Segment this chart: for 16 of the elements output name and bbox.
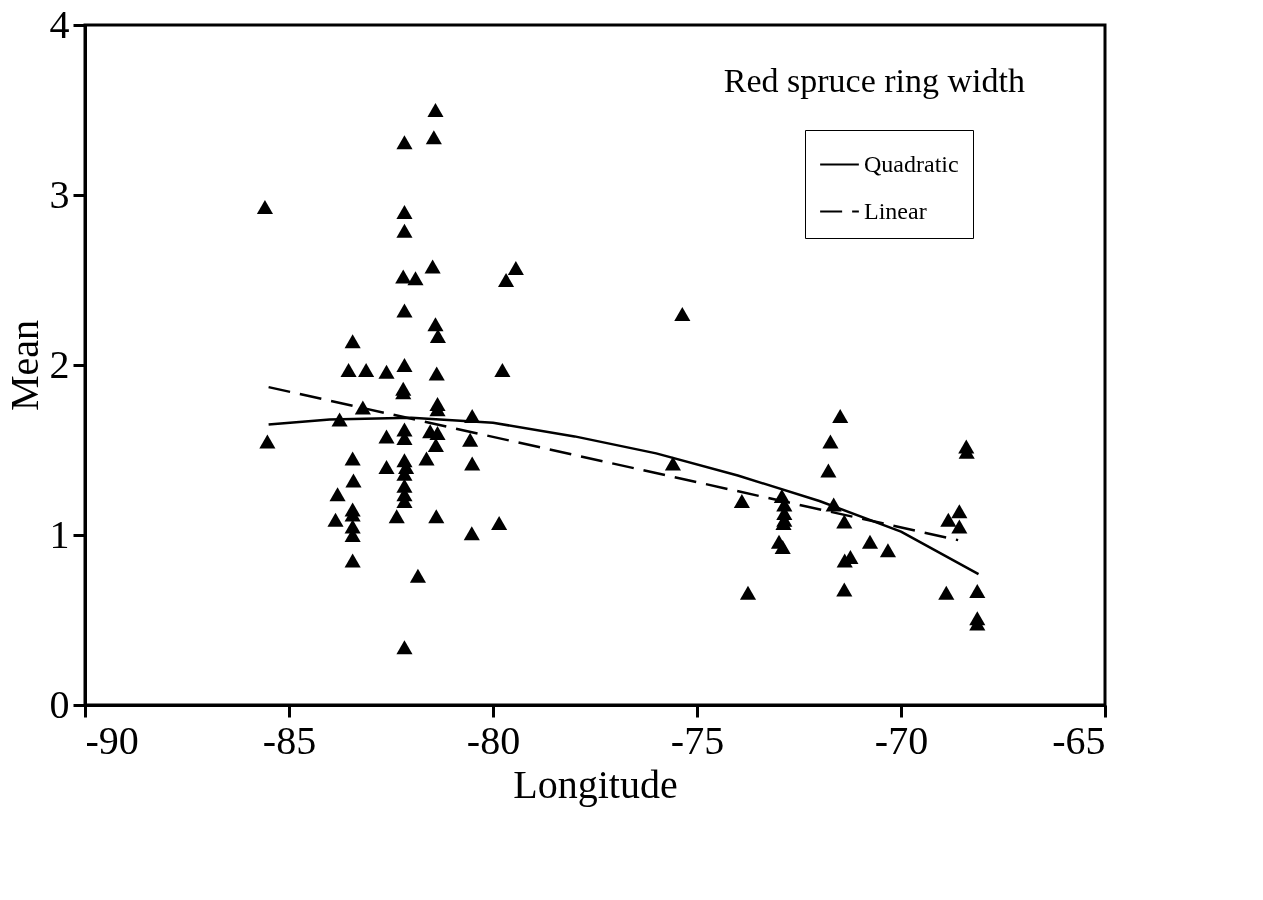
legend-label: Linear [864,197,927,224]
legend-label: Quadratic [864,150,959,177]
x-tick-label: -80 [466,717,521,763]
x-tick-label: -70 [874,717,929,763]
x-tick-label: -65 [1052,717,1106,763]
y-tick-label: 1 [49,511,70,557]
y-tick-label: 3 [49,171,70,217]
y-tick-label: 2 [49,341,70,387]
x-tick-label: -90 [85,717,139,763]
y-axis-title: Mean [1,319,47,412]
x-tick-label: -75 [670,717,725,763]
y-tick-label: 4 [49,1,70,47]
x-tick-label: -85 [262,717,317,763]
y-tick-label: 0 [49,681,70,727]
x-axis-title: Longitude [513,761,678,807]
annotation: Red spruce ring width [723,62,1025,99]
